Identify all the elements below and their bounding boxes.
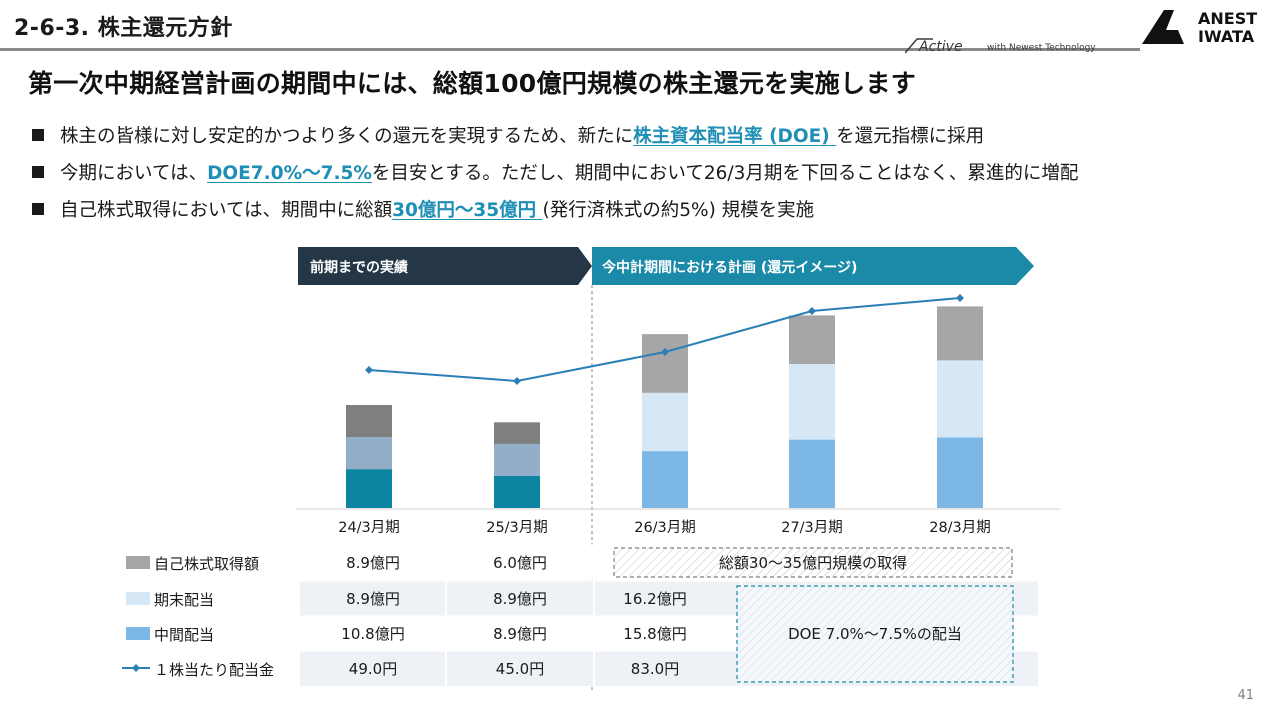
brand-line2: IWATA	[1198, 27, 1255, 46]
bullet-doe-adoption: 株主の皆様に対し安定的かつより多くの還元を実現するため、新たに株主資本配当率 (…	[32, 122, 984, 148]
x-tick-labels: 24/3月期 25/3月期 26/3月期 27/3月期 28/3月期	[338, 519, 991, 536]
banner-past	[298, 247, 592, 285]
bar-final-2	[642, 392, 688, 452]
bullet-doe-target: 今期においては、DOE7.0%～7.5%を目安とする。ただし、期間中において26…	[32, 159, 1078, 185]
x-tick-2: 26/3月期	[634, 519, 696, 536]
x-tick-1: 25/3月期	[486, 519, 548, 536]
bar-interim-1	[494, 475, 540, 508]
table-cell-2-0: 10.8億円	[341, 625, 405, 643]
table-cell-3-1: 45.0円	[495, 660, 545, 678]
buyback-plan-box	[613, 547, 1013, 578]
banner-past-label: 前期までの実績	[310, 259, 408, 276]
table-row-label-2: 中間配当	[154, 626, 215, 644]
table-row-label-3: １株当たり配当金	[154, 661, 275, 679]
bar-buyback-2	[642, 334, 688, 393]
doe-plan-note: DOE 7.0%～7.5%の配当	[788, 625, 962, 643]
dps-point-0	[365, 366, 373, 374]
table-cell-0-0: 8.9億円	[346, 554, 400, 572]
doe-plan-box	[736, 585, 1014, 683]
table-cell-1-0: 8.9億円	[346, 590, 400, 608]
dps-point-3	[808, 307, 816, 315]
bar-interim-3	[789, 439, 835, 508]
table-cell-2-2: 15.8億円	[623, 625, 687, 643]
bar-buyback-1	[494, 422, 540, 444]
bar-interim-0	[346, 469, 392, 508]
page-title: 第一次中期経営計画の期間中には、総額100億円規模の株主還元を実施します	[28, 69, 916, 98]
bar-interim-2	[642, 451, 688, 508]
bar-final-3	[789, 364, 835, 440]
bars-layer	[346, 306, 983, 508]
section-title: 2-6-3. 株主還元方針	[14, 16, 233, 41]
table-backgrounds	[122, 544, 1038, 686]
brand-line1: ANEST	[1198, 9, 1257, 28]
legend-swatch-buyback	[126, 556, 150, 569]
legend-swatch-interim	[126, 627, 150, 640]
table-cell-2-1: 8.9億円	[493, 625, 547, 643]
tagline-rest: with Newest Technology	[987, 43, 1096, 53]
banner-plan	[592, 247, 1034, 285]
bar-final-1	[494, 443, 540, 476]
table-cell-3-2: 83.0円	[630, 660, 680, 678]
bar-buyback-3	[789, 315, 835, 364]
table-cell-3-0: 49.0円	[348, 660, 398, 678]
bullet-buyback: 自己株式取得においては、期間中に総額30億円～35億円 (発行済株式の約5%) …	[32, 196, 814, 222]
x-tick-0: 24/3月期	[338, 519, 400, 536]
banner-plan-label: 今中計期間における計画 (還元イメージ)	[601, 259, 857, 276]
header-rule	[0, 48, 1140, 51]
dps-point-1	[513, 377, 521, 385]
buyback-plan-note: 総額30～35億円規模の取得	[718, 554, 908, 572]
table-row-label-1: 期末配当	[154, 591, 215, 609]
bullet-square-icon	[32, 129, 44, 141]
active-tagline-logo: Active with Newest Technology	[905, 38, 1096, 54]
bar-interim-4	[937, 437, 983, 508]
dps-point-2	[661, 348, 669, 356]
bar-final-0	[346, 437, 392, 470]
bar-buyback-4	[937, 306, 983, 361]
legend-swatch-final	[126, 592, 150, 605]
tagline-active: Active	[918, 39, 963, 54]
table-cell-1-1: 8.9億円	[493, 590, 547, 608]
slide-header: 2-6-3. 株主還元方針 Active with Newest Technol…	[0, 0, 1280, 56]
dps-line-layer	[365, 294, 964, 385]
bar-buyback-0	[346, 405, 392, 438]
bullet-square-icon	[32, 203, 44, 215]
table-cell-1-2: 16.2億円	[623, 590, 687, 608]
x-tick-4: 28/3月期	[929, 519, 991, 536]
dps-point-4	[956, 294, 964, 302]
table-cell-0-1: 6.0億円	[493, 554, 547, 572]
bar-final-4	[937, 360, 983, 438]
company-logo: ANEST IWATA	[1142, 9, 1257, 46]
page-number: 41	[1237, 688, 1254, 703]
x-tick-3: 27/3月期	[781, 519, 843, 536]
bullet-square-icon	[32, 166, 44, 178]
legend-line-marker	[132, 664, 140, 672]
table-row-label-0: 自己株式取得額	[154, 555, 260, 573]
